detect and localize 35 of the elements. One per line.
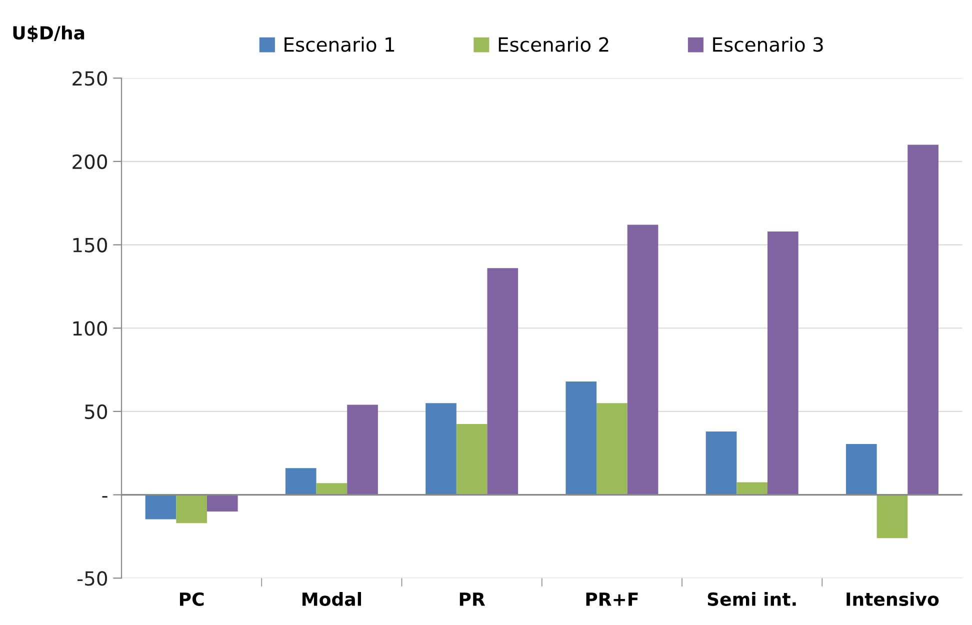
bar bbox=[316, 483, 348, 495]
bar bbox=[145, 494, 176, 520]
bar bbox=[627, 224, 658, 495]
bar bbox=[706, 431, 737, 495]
bar bbox=[736, 482, 768, 495]
x-tick-label: PR bbox=[460, 592, 486, 606]
bar bbox=[347, 404, 378, 495]
x-tick-label: Modal bbox=[302, 592, 362, 606]
y-tick-label: -50 bbox=[78, 571, 108, 586]
x-tick-label: PR+F bbox=[586, 592, 638, 606]
x-tick-label: Semi int. bbox=[708, 592, 796, 606]
bar bbox=[846, 444, 877, 495]
legend-label: Escenario 3 bbox=[713, 36, 823, 52]
bar bbox=[206, 494, 238, 512]
x-tick-label: Intensivo bbox=[846, 592, 939, 606]
y-tick-label: 100 bbox=[73, 321, 108, 336]
bar bbox=[908, 144, 938, 495]
bar bbox=[487, 268, 518, 495]
y-axis-title: U$D/ha bbox=[13, 26, 84, 42]
y-tick-label: 250 bbox=[72, 71, 108, 86]
bar bbox=[426, 403, 456, 495]
legend-label: Escenario 2 bbox=[498, 36, 608, 52]
bar bbox=[768, 231, 798, 495]
bar bbox=[176, 494, 207, 524]
legend-label: Escenario 1 bbox=[284, 36, 394, 52]
bar bbox=[596, 403, 628, 495]
bar bbox=[876, 494, 908, 538]
y-tick-label: 150 bbox=[73, 238, 108, 252]
y-tick-label: - bbox=[102, 496, 108, 498]
bar bbox=[456, 424, 488, 495]
y-tick-label: 200 bbox=[72, 154, 108, 170]
x-tick-label: PC bbox=[180, 592, 204, 606]
y-tick-label: 50 bbox=[85, 404, 108, 420]
bar bbox=[566, 381, 597, 495]
bar bbox=[285, 468, 316, 495]
